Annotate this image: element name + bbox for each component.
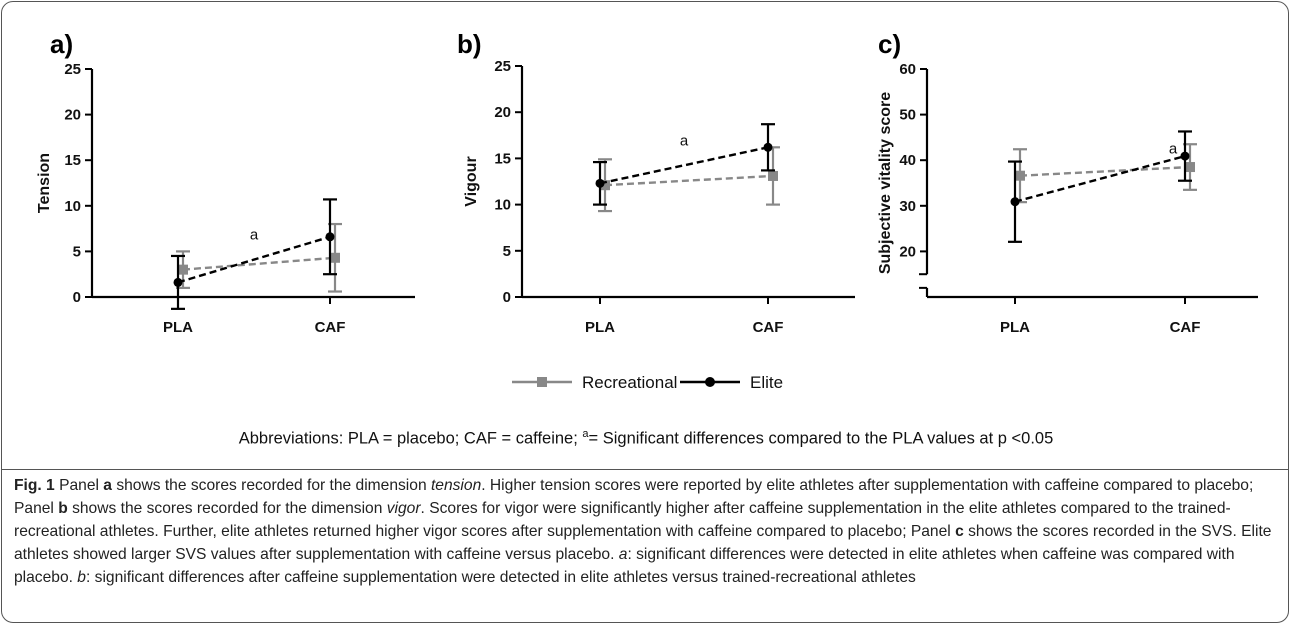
series-line: [604, 174, 774, 187]
panel-label: b): [457, 29, 482, 59]
y-tick-label: 30: [899, 198, 916, 215]
x-tick-label: CAF: [753, 319, 784, 336]
y-axis-label: Subjective vitality score: [877, 92, 894, 274]
data-point-circle: [1180, 151, 1190, 161]
caption-fig-label: Fig. 1: [14, 477, 55, 494]
data-point-square: [1185, 162, 1195, 173]
legend-marker-square: [537, 377, 547, 387]
x-tick-label: PLA: [163, 319, 193, 336]
caption-text-5: . Scores for vigor were significantly hi…: [14, 500, 1231, 540]
caption-text-2: shows the scores recorded for the dimens…: [111, 477, 431, 494]
y-tick-label: 40: [899, 152, 916, 169]
series-recreational: [1013, 143, 1197, 204]
y-tick-label: 20: [64, 107, 81, 124]
chart-panel-3: c) Subjective vitality score 20 30 40 50 60 PLA…: [877, 29, 1258, 336]
caption-tension: tension: [430, 477, 482, 494]
caption-text-6: shows the scores recorded in the SVS. El…: [14, 523, 1272, 563]
y-tick-label: 25: [494, 58, 511, 75]
significance-annotation: a: [1169, 140, 1178, 157]
y-axis-label: Tension: [36, 153, 53, 213]
caption-panel-b: b: [58, 500, 68, 517]
legend-marker-circle: [705, 377, 715, 387]
data-point-circle: [173, 277, 183, 287]
caption-panel-a: a: [103, 477, 112, 494]
y-tick-label: 15: [494, 150, 511, 167]
caption-a-note: a: [618, 546, 628, 563]
data-point-square: [600, 180, 610, 191]
caption-text-1: Panel: [54, 477, 104, 494]
panel-label: c): [878, 29, 901, 59]
y-tick-label: 20: [494, 104, 511, 121]
legend-item-elite: Elite: [680, 373, 783, 392]
data-point-circle: [595, 178, 605, 188]
y-tick-label: 10: [494, 197, 511, 214]
charts-area: a) Tension 0 5 10 15 20 25 PLA CAF a b) Vigour 0 5 10 15…: [36, 29, 1258, 336]
y-tick-label: 0: [503, 289, 511, 306]
chart-panel-1: a) Tension 0 5 10 15 20 25 PLA CAF a: [36, 29, 415, 336]
y-tick-label: 15: [64, 152, 81, 169]
abbreviations-note: Abbreviations: PLA = placebo; CAF = caff…: [0, 428, 1292, 449]
series-recreational: [176, 222, 342, 293]
figure-caption: Fig. 1 Panel a shows the scores recorded…: [14, 474, 1276, 589]
caption-text-4: shows the scores recorded for the dimens…: [67, 500, 387, 517]
caption-b-note: b: [77, 569, 86, 586]
series-line: [177, 235, 331, 284]
data-point-circle: [763, 142, 773, 152]
abbreviations-sup: a: [582, 428, 589, 440]
series-line: [1014, 154, 1186, 203]
caption-text-3: . Higher tension scores were reported by…: [14, 477, 1254, 517]
series-recreational: [598, 146, 780, 213]
chart-panel-2: b) Vigour 0 5 10 15 20 25 PLA CAF a: [457, 29, 855, 336]
x-tick-label: PLA: [585, 319, 615, 336]
y-axis-label: Vigour: [463, 156, 480, 206]
data-point-square: [330, 252, 340, 263]
abbreviations-tail: = Significant differences compared to th…: [588, 429, 1054, 448]
x-tick-label: CAF: [315, 319, 346, 336]
y-tick-label: 5: [73, 243, 81, 260]
significance-annotation: a: [680, 132, 689, 149]
series-elite: [1008, 130, 1192, 243]
series-line: [182, 256, 336, 271]
caption-vigor: vigor: [386, 500, 421, 517]
y-tick-label: 50: [899, 107, 916, 124]
y-tick-label: 10: [64, 198, 81, 215]
caption-panel-c: c: [955, 523, 964, 540]
data-point-square: [1015, 170, 1025, 181]
y-tick-label: 0: [73, 289, 81, 306]
caption-text-7: : significant differences were detected …: [14, 546, 1235, 586]
x-tick-label: PLA: [1000, 319, 1030, 336]
data-point-square: [178, 264, 188, 275]
legend-label: Elite: [750, 373, 783, 392]
series-elite: [593, 123, 775, 206]
caption-divider: [1, 469, 1289, 470]
y-tick-label: 5: [503, 243, 511, 260]
x-tick-label: CAF: [1170, 319, 1201, 336]
caption-text-8: : significant differences after caffeine…: [85, 569, 916, 586]
panel-label: a): [50, 29, 73, 59]
legend-item-recreational: Recreational: [512, 373, 677, 392]
data-point-square: [768, 170, 778, 181]
series-line: [599, 146, 769, 185]
legend: Recreational Elite: [512, 373, 783, 392]
significance-annotation: a: [250, 227, 259, 244]
abbreviations-lead: Abbreviations: PLA = placebo; CAF = caff…: [238, 429, 583, 448]
y-tick-label: 25: [64, 61, 81, 78]
data-point-circle: [1010, 197, 1020, 207]
y-tick-label: 20: [899, 243, 916, 260]
y-tick-label: 60: [899, 61, 916, 78]
series-line: [1019, 165, 1191, 177]
legend-label: Recreational: [582, 373, 677, 392]
series-elite: [171, 198, 337, 310]
data-point-circle: [325, 232, 335, 242]
